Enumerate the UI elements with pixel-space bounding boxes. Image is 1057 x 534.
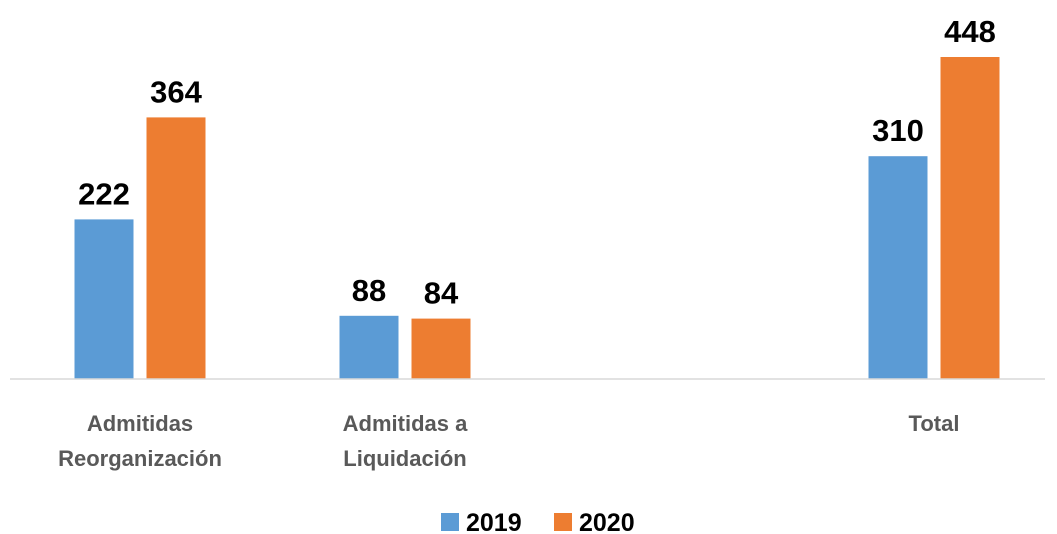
data-label-2020-2: 448 <box>944 14 996 49</box>
legend-label-2019: 2019 <box>466 509 522 534</box>
legend-label-2020: 2020 <box>579 509 635 534</box>
bar-2020-0 <box>146 117 206 380</box>
bar-2020-2 <box>940 57 1000 379</box>
category-label-0-1: Reorganización <box>58 446 222 471</box>
bars-group <box>74 57 1000 380</box>
value-labels-group: 222 88 310 364 84 448 <box>78 14 996 311</box>
category-label-0-0: Admitidas <box>87 411 193 436</box>
legend-swatch-2019 <box>441 513 459 531</box>
data-label-2019-2: 310 <box>872 113 924 148</box>
category-label-2-0: Total <box>909 411 960 436</box>
bar-2019-0 <box>74 219 134 379</box>
bar-2019-1 <box>339 315 399 380</box>
legend-swatch-2020 <box>554 513 572 531</box>
data-label-2020-1: 84 <box>424 276 459 311</box>
data-label-2019-1: 88 <box>352 273 386 308</box>
bar-2019-2 <box>868 156 928 379</box>
data-label-2019-0: 222 <box>78 176 130 211</box>
category-labels-group: Admitidas Reorganización Admitidas a Liquid… <box>58 411 959 471</box>
bar-2020-1 <box>411 318 471 379</box>
legend: 2019 2020 <box>441 509 635 534</box>
data-label-2020-0: 364 <box>150 74 202 109</box>
category-label-1-0: Admitidas a <box>343 411 468 436</box>
category-label-1-1: Liquidación <box>343 446 466 471</box>
